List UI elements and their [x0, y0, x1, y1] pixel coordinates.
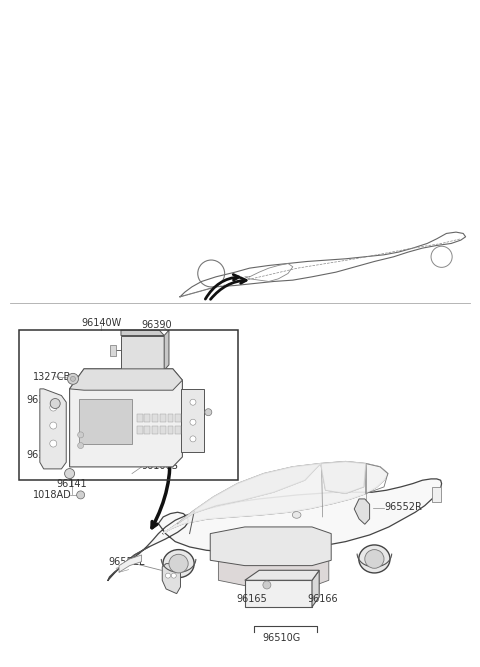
Bar	[175, 414, 181, 422]
Text: 96141: 96141	[57, 479, 87, 488]
Polygon shape	[70, 369, 182, 467]
Text: 1327CB: 1327CB	[33, 372, 71, 382]
Bar	[79, 399, 132, 444]
Circle shape	[65, 469, 74, 478]
Ellipse shape	[169, 554, 188, 573]
Circle shape	[263, 581, 271, 589]
Polygon shape	[178, 464, 321, 524]
Bar	[152, 414, 158, 422]
Circle shape	[68, 374, 78, 384]
Bar	[175, 426, 181, 434]
Polygon shape	[163, 462, 388, 534]
Circle shape	[205, 409, 212, 416]
Circle shape	[78, 432, 84, 438]
Polygon shape	[321, 462, 366, 494]
Circle shape	[50, 399, 60, 408]
Circle shape	[190, 400, 196, 405]
Bar	[432, 487, 441, 502]
Bar	[137, 414, 143, 422]
Ellipse shape	[163, 550, 194, 578]
Polygon shape	[181, 389, 204, 452]
Text: 96510G: 96510G	[263, 633, 301, 642]
Text: 96141: 96141	[26, 396, 57, 405]
Polygon shape	[121, 336, 164, 370]
Polygon shape	[162, 564, 180, 594]
Circle shape	[171, 573, 176, 578]
Polygon shape	[354, 499, 370, 524]
Text: 96100S: 96100S	[142, 461, 179, 470]
Text: 1018AD: 1018AD	[33, 490, 72, 500]
Circle shape	[190, 420, 196, 425]
Circle shape	[78, 443, 84, 448]
Circle shape	[71, 376, 75, 382]
Text: 96165: 96165	[236, 594, 267, 604]
Polygon shape	[70, 369, 182, 390]
Circle shape	[50, 422, 57, 429]
Circle shape	[50, 404, 57, 411]
Text: 96155D: 96155D	[26, 450, 65, 460]
Bar	[168, 414, 173, 422]
Text: 96552R: 96552R	[384, 502, 422, 512]
Circle shape	[166, 573, 170, 578]
Ellipse shape	[359, 545, 390, 573]
Polygon shape	[245, 570, 319, 580]
Polygon shape	[164, 330, 169, 370]
Polygon shape	[210, 527, 331, 566]
Bar	[137, 426, 143, 434]
Bar	[110, 345, 116, 356]
Circle shape	[190, 436, 196, 442]
Text: 96390: 96390	[142, 321, 172, 330]
Circle shape	[50, 440, 57, 447]
Polygon shape	[312, 570, 319, 607]
Polygon shape	[40, 389, 66, 469]
Bar	[160, 414, 166, 422]
Bar	[152, 426, 158, 434]
Polygon shape	[245, 580, 312, 607]
Text: 96155E: 96155E	[133, 376, 170, 385]
Text: 96166: 96166	[307, 594, 338, 604]
Bar	[168, 426, 173, 434]
Ellipse shape	[365, 550, 384, 568]
Polygon shape	[108, 479, 442, 580]
Text: 96552L: 96552L	[108, 558, 144, 567]
Bar	[144, 414, 150, 422]
Bar	[19, 330, 238, 480]
Bar	[160, 426, 166, 434]
Bar	[144, 426, 150, 434]
Ellipse shape	[292, 512, 301, 518]
Polygon shape	[119, 555, 142, 572]
Polygon shape	[218, 552, 329, 586]
Text: 96140W: 96140W	[82, 319, 122, 328]
Circle shape	[77, 491, 84, 499]
Polygon shape	[121, 330, 164, 336]
